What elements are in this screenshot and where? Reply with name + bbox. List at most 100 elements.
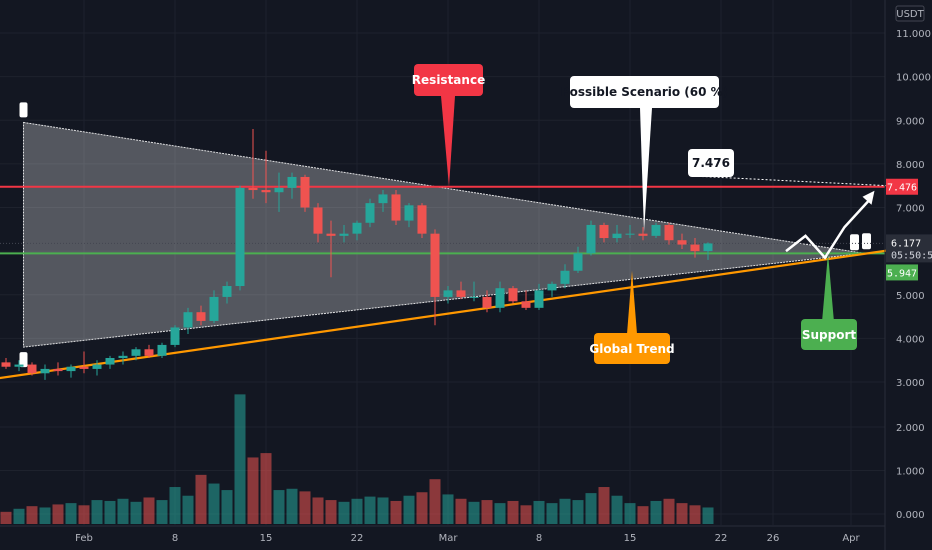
scenario-callout[interactable]: [570, 76, 719, 108]
volume-bar: [169, 487, 181, 524]
volume-bar: [390, 500, 402, 524]
volume-bar: [325, 500, 337, 524]
candle-body: [79, 366, 89, 369]
support-callout-pointer: [822, 253, 834, 322]
candle-body: [456, 290, 466, 297]
volume-bar: [559, 498, 571, 524]
candle-body: [131, 349, 141, 356]
target-callout[interactable]: [688, 149, 734, 177]
volume-bar: [65, 503, 77, 524]
candle-body: [144, 349, 154, 356]
volume-bar: [195, 474, 207, 524]
volume-bar: [364, 496, 376, 524]
volume-bar: [13, 508, 25, 524]
candle-body: [40, 368, 50, 374]
volume-tick-label: 1.000: [896, 467, 925, 478]
currency-badge[interactable]: [895, 5, 925, 22]
resistance-price-tag[interactable]: [886, 178, 918, 195]
triangle-handle-top[interactable]: [19, 102, 28, 118]
candle-body: [14, 364, 24, 367]
time-tick-label: 22: [351, 533, 364, 544]
scenario-path: [785, 197, 872, 260]
candle-body: [625, 233, 635, 235]
volume-bar: [299, 491, 311, 524]
volume-bar: [156, 500, 168, 524]
volume-bar: [637, 506, 649, 524]
volume-tick-label: 0.000: [896, 510, 925, 521]
time-tick-label: 26: [767, 533, 780, 544]
apex-handle-left[interactable]: [850, 234, 859, 251]
volume-bar: [494, 503, 506, 524]
candle-body: [560, 270, 570, 284]
candle-body: [1, 362, 11, 367]
volume-bar: [130, 501, 142, 524]
scenario-callout-text: Possible Scenario (60 %): [561, 85, 728, 99]
volume-bar: [416, 492, 428, 524]
level-lines: [0, 185, 932, 392]
volume-bar: [234, 394, 246, 524]
candle-body: [430, 233, 440, 297]
candle-body: [391, 194, 401, 221]
candle-body: [274, 187, 284, 193]
apex-handle-right[interactable]: [862, 233, 871, 250]
global-trend-line[interactable]: [0, 231, 932, 392]
grid-lines: [0, 0, 885, 525]
time-tick-label: Mar: [439, 533, 459, 544]
triangle-shape: [23, 121, 865, 348]
candle-body: [300, 176, 310, 208]
candle-body: [612, 233, 622, 239]
triangle-handle-bottom[interactable]: [19, 352, 28, 368]
volume-bar: [143, 497, 155, 524]
candle-body: [651, 224, 661, 236]
price-axis[interactable]: 3.0004.0005.0006.0007.0008.0009.00010.00…: [884, 0, 932, 550]
volume-bar: [286, 488, 298, 524]
volume-bar: [0, 511, 12, 524]
candle-body: [703, 243, 713, 252]
candle-body: [157, 344, 167, 356]
candle-body: [313, 207, 323, 234]
volume-bars: [0, 394, 714, 524]
candle-body: [599, 224, 609, 239]
resistance-price-tag-text: 7.476: [887, 183, 917, 194]
volume-bar: [429, 479, 441, 524]
price-tick-label: 5.000: [896, 291, 925, 302]
resistance-callout[interactable]: [414, 64, 483, 96]
support-price-tag[interactable]: [886, 264, 918, 281]
candle-body: [573, 253, 583, 271]
volume-bar: [702, 507, 714, 524]
candle-body: [521, 301, 531, 308]
volume-bar: [26, 506, 38, 524]
volume-bar: [689, 505, 701, 524]
volume-bar: [312, 497, 324, 524]
candle-body: [196, 312, 206, 321]
volume-bar: [260, 453, 272, 524]
price-tick-label: 3.000: [896, 378, 925, 389]
candle-body: [92, 364, 102, 369]
candle-body: [209, 296, 219, 321]
candle-body: [417, 205, 427, 234]
candle-body: [235, 187, 245, 287]
trend-callout-text: Global Trend: [589, 342, 674, 356]
time-tick-label: Feb: [75, 533, 93, 544]
volume-bar: [91, 500, 103, 524]
price-tick-label: 7.000: [896, 204, 925, 215]
support-price-tag-text: 5.947: [887, 268, 917, 279]
volume-bar: [455, 498, 467, 524]
candle-body: [170, 327, 180, 345]
volume-bar: [208, 483, 220, 524]
candle-body: [469, 296, 479, 298]
volume-bar: [676, 503, 688, 524]
price-tick-label: 10.000: [896, 73, 931, 84]
time-tick-label: Apr: [842, 533, 860, 544]
volume-bar: [104, 500, 116, 524]
support-callout[interactable]: [801, 319, 857, 350]
candle-body: [495, 288, 505, 308]
current-price-tag[interactable]: [886, 234, 932, 263]
trend-callout[interactable]: [594, 333, 670, 364]
candle-body: [248, 187, 258, 191]
volume-bar: [546, 503, 558, 524]
time-axis[interactable]: 25Feb81522Mar8152226Apr: [0, 525, 885, 544]
volume-bar: [247, 457, 259, 524]
trend-callout-pointer: [627, 270, 637, 334]
